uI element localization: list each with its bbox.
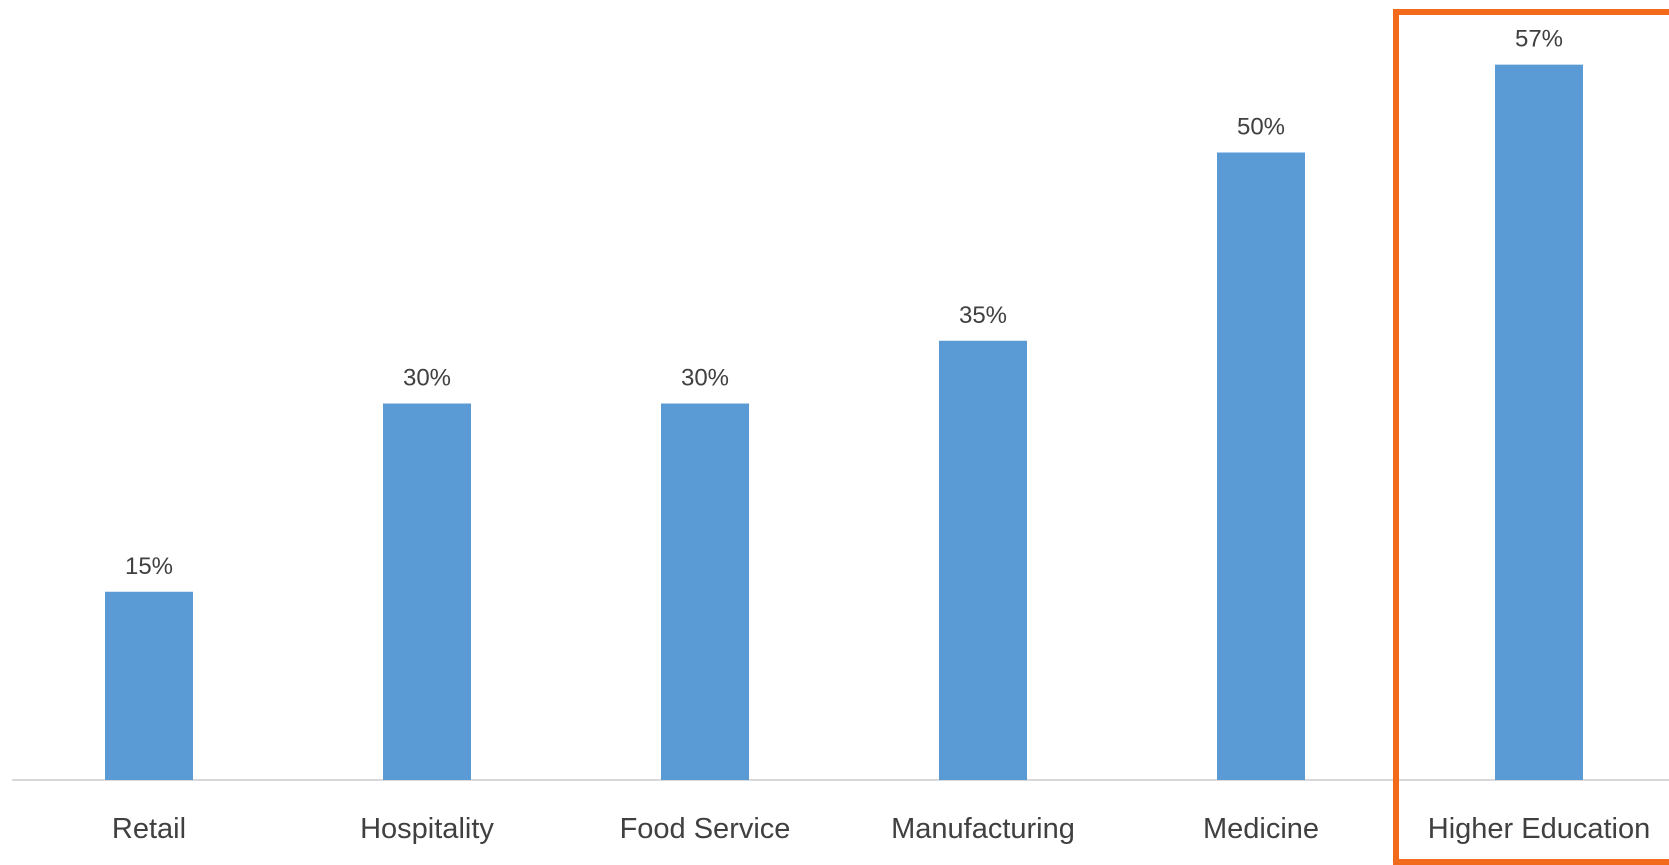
category-label-manufacturing: Manufacturing (891, 813, 1075, 845)
data-label-retail: 15% (125, 553, 173, 580)
data-label-hospitality: 30% (403, 365, 451, 392)
data-label-manufacturing: 35% (959, 302, 1007, 329)
category-labels-group: Retail Hospitality Food Service Manufacturi… (112, 813, 1650, 845)
bars-group (105, 64, 1583, 780)
data-label-higher-education: 57% (1515, 26, 1563, 53)
bar-higher-education (1495, 64, 1583, 780)
category-label-food-service: Food Service (620, 813, 791, 845)
bar-hospitality (383, 403, 471, 780)
category-label-higher-education: Higher Education (1428, 813, 1650, 845)
category-label-hospitality: Hospitality (360, 813, 494, 845)
bar-food-service (661, 403, 749, 780)
data-labels-group: 15% 30% 30% 35% 50% 57% (125, 26, 1563, 580)
bar-medicine (1217, 152, 1305, 780)
data-label-medicine: 50% (1237, 114, 1285, 141)
category-label-medicine: Medicine (1203, 813, 1319, 845)
highlight-box (1393, 9, 1669, 865)
bar-manufacturing (939, 340, 1027, 780)
bar-retail (105, 591, 193, 780)
data-label-food-service: 30% (681, 365, 729, 392)
category-label-retail: Retail (112, 813, 186, 845)
